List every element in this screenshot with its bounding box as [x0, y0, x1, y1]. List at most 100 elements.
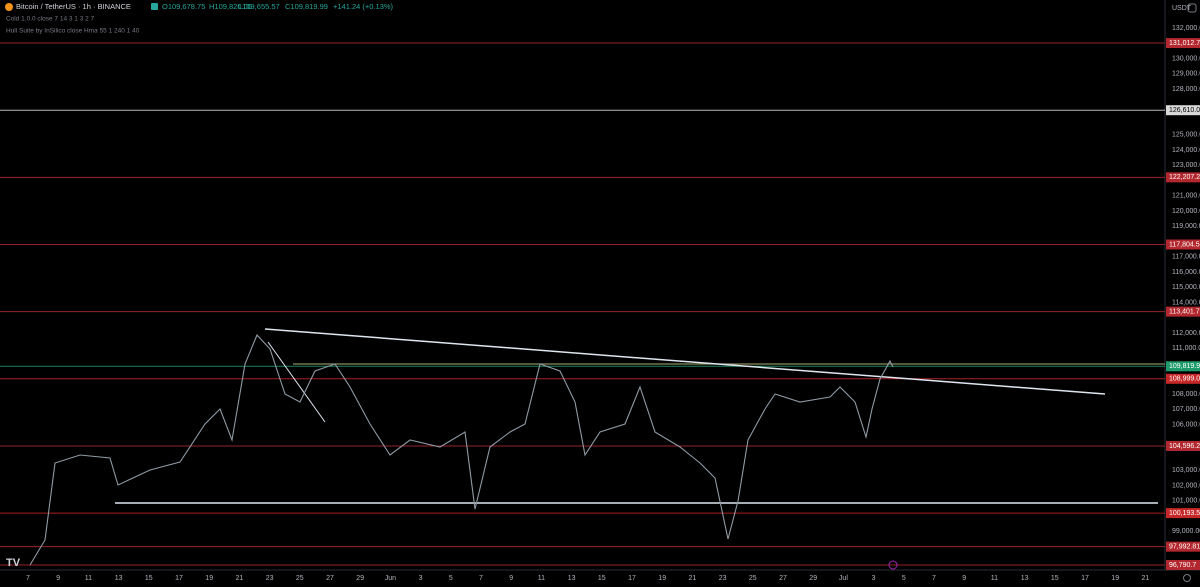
time-label: 13 [115, 575, 123, 582]
symbol[interactable]: Bitcoin / TetherUS · 1h · BINANCE [16, 2, 131, 11]
price-tick-label: 124,000.00 [1172, 147, 1200, 154]
level-label: 97,992.81 [1169, 544, 1200, 551]
level-badge [1166, 105, 1200, 116]
time-label: 13 [1021, 575, 1029, 582]
time-label: 17 [628, 575, 636, 582]
time-label: Jul [839, 575, 848, 582]
price-tick-label: 111,000.00 [1172, 345, 1200, 352]
level-label: 113,401.7 [1169, 308, 1200, 315]
time-label: 23 [266, 575, 274, 582]
indicator[interactable]: Hull Suite by InSilico close Hma 55 1 24… [6, 28, 140, 35]
price-tick-label: 114,000.00 [1172, 299, 1200, 306]
time-label: 5 [902, 575, 906, 582]
time-label: 17 [1081, 575, 1089, 582]
price-tick-label: 121,000.00 [1172, 193, 1200, 200]
time-label: Jun [385, 575, 396, 582]
level-badge [1166, 508, 1200, 519]
level-label: 104,596.2 [1169, 443, 1200, 450]
level-badge [1166, 373, 1200, 384]
time-label: 7 [26, 575, 30, 582]
ohlc-high: H109,820.00 [209, 2, 252, 11]
time-label: 21 [689, 575, 697, 582]
ohlc-low: L109,655.57 [238, 2, 280, 11]
level-label: 109,819.9 [1169, 363, 1200, 370]
price-tick-label: 106,000.00 [1172, 421, 1200, 428]
ohlc-open: O109,678.75 [162, 2, 205, 11]
level-badge [1166, 172, 1200, 183]
time-label: 9 [509, 575, 513, 582]
time-label: 15 [1051, 575, 1059, 582]
time-label: 15 [598, 575, 606, 582]
price-tick-label: 119,000.00 [1172, 223, 1200, 230]
time-label: 29 [809, 575, 817, 582]
price-tick-label: 99,000.00 [1172, 528, 1200, 535]
level-lines [0, 42, 1165, 566]
price-tick-label: 101,000.00 [1172, 498, 1200, 505]
price-tick-label: 129,000.00 [1172, 71, 1200, 78]
price-tick-label: 107,000.00 [1172, 406, 1200, 413]
time-label: 27 [326, 575, 334, 582]
price-tick-label: 130,000.00 [1172, 55, 1200, 62]
trend-line [264, 328, 1106, 395]
time-label: 3 [419, 575, 423, 582]
time-label: 3 [872, 575, 876, 582]
logo: TV [6, 557, 21, 569]
price-tick-label: 102,000.00 [1172, 482, 1200, 489]
time-label: 15 [145, 575, 153, 582]
settings-icon[interactable] [1183, 574, 1191, 582]
ohlc-close: C109,819.99 [285, 2, 328, 11]
ohlc-change: +141.24 (+0.13%) [333, 2, 394, 11]
time-label: 19 [205, 575, 213, 582]
time-label: 25 [749, 575, 757, 582]
time-label: 19 [658, 575, 666, 582]
trend-line-short [267, 341, 326, 423]
level-label: 122,207.2 [1169, 174, 1200, 181]
time-label: 7 [479, 575, 483, 582]
level-badge [1166, 306, 1200, 317]
time-label: 11 [991, 575, 998, 582]
level-label: 108,999.0 [1169, 376, 1200, 383]
time-label: 11 [538, 575, 545, 582]
time-label: 7 [932, 575, 936, 582]
price-tick-label: 116,000.00 [1172, 269, 1200, 276]
event-icon[interactable] [888, 560, 898, 570]
level-badge [1166, 440, 1200, 451]
price-tick-label: 128,000.00 [1172, 86, 1200, 93]
level-label: 117,804.5 [1169, 241, 1200, 248]
time-label: 13 [568, 575, 576, 582]
price-tick-label: 108,000.00 [1172, 391, 1200, 398]
price-tick-label: 117,000.00 [1172, 254, 1200, 261]
level-label: 96,790.7 [1169, 562, 1196, 569]
indicator[interactable]: Cold 1.0.0 close 7 14 3 1 3 2 7 [6, 16, 95, 23]
time-label: 29 [356, 575, 364, 582]
level-badge [1166, 560, 1200, 570]
price-tick-label: 103,000.00 [1172, 467, 1200, 474]
level-badge [1166, 38, 1200, 49]
level-badge [1166, 239, 1200, 250]
level-badge [1166, 541, 1200, 552]
time-label: 21 [1142, 575, 1150, 582]
currency[interactable]: USDT [1172, 5, 1192, 12]
time-label: 19 [1111, 575, 1119, 582]
level-label: 100,193.5 [1169, 510, 1200, 517]
price-path [29, 333, 894, 566]
time-label: 17 [175, 575, 183, 582]
time-label: 23 [719, 575, 727, 582]
level-badge [1166, 361, 1200, 372]
level-label: 126,610.0 [1169, 107, 1200, 114]
price-tick-label: 115,000.00 [1172, 284, 1200, 291]
time-label: 25 [296, 575, 304, 582]
price-tick-label: 132,000.00 [1172, 25, 1200, 32]
time-label: 5 [449, 575, 453, 582]
time-label: 9 [56, 575, 60, 582]
price-tick-label: 112,000.00 [1172, 330, 1200, 337]
symbol-icon [5, 3, 13, 11]
time-label: 21 [236, 575, 244, 582]
time-label: 27 [779, 575, 787, 582]
level-label: 131,012.7 [1169, 40, 1200, 47]
lock-icon[interactable] [1187, 3, 1197, 13]
price-tick-label: 120,000.00 [1172, 208, 1200, 215]
price-tick-label: 123,000.00 [1172, 162, 1200, 169]
